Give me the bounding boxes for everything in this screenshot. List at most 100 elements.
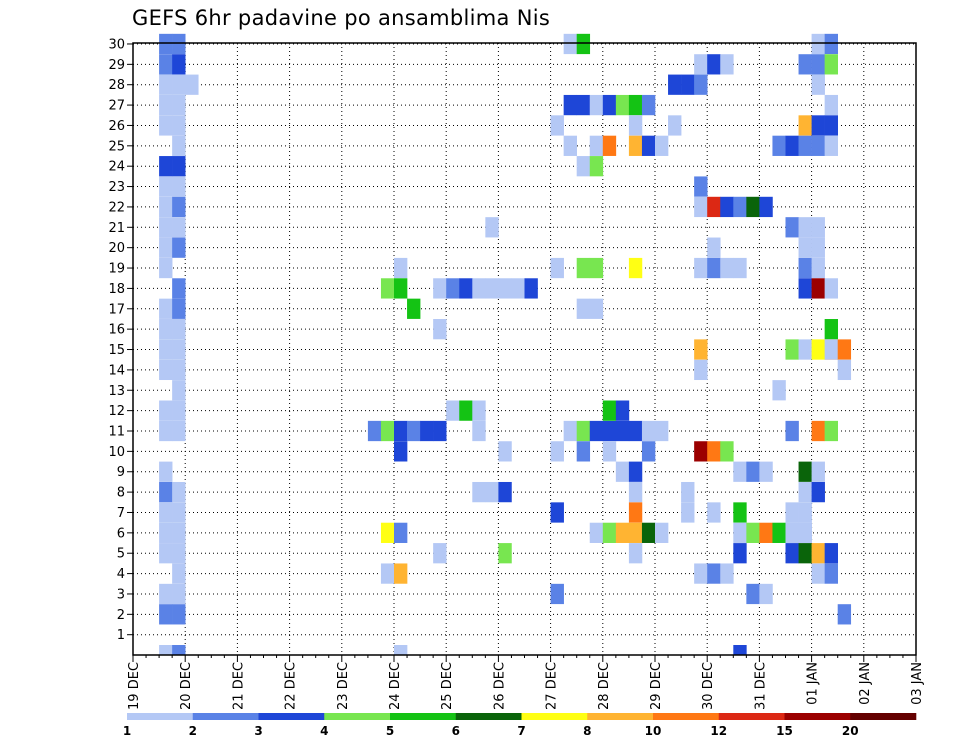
y-tick-label: 24 [108,160,125,175]
colorbar-label: 1 [123,724,131,738]
heatmap-cell [615,94,630,116]
heatmap-cell [720,54,734,75]
heatmap-cell [602,94,617,116]
heatmap-cell [615,400,630,421]
x-tick-label: 22 DEC [284,662,299,710]
heatmap-cell [798,115,812,136]
y-tick-label: 1 [117,628,125,643]
heatmap-cell [159,543,173,564]
heatmap-cell [185,74,199,95]
heatmap-cell [641,522,656,543]
heatmap-cell [746,583,760,605]
x-tick-label: 03 JAN [910,662,925,705]
heatmap-cell [824,319,838,340]
heatmap-cell [159,74,173,95]
heatmap-cell [655,135,669,156]
heatmap-cell [159,420,173,442]
heatmap-cell [785,339,799,360]
heatmap-cell [798,543,812,564]
heatmap-cell [576,33,591,55]
heatmap-cell [550,257,564,279]
heatmap-cell [628,257,643,279]
heatmap-cell [798,257,812,279]
heatmap-cell [759,583,773,605]
heatmap-cell [785,522,799,543]
y-tick-label: 18 [108,282,125,297]
heatmap-cell [707,257,721,279]
heatmap-cell [628,420,643,442]
heatmap-cell [824,543,838,564]
heatmap-cell [172,217,186,238]
heatmap-cell [733,522,747,543]
heatmap-cell [694,339,708,360]
heatmap-cell [172,522,186,543]
heatmap-cell [394,522,408,543]
y-tick-label: 2 [117,608,125,623]
heatmap-cell [172,94,186,116]
heatmap-cell [694,74,708,95]
heatmap-cell [824,33,838,55]
heatmap-cell [498,278,512,299]
heatmap-cell [159,54,173,75]
x-tick-label: 21 DEC [231,662,246,710]
heatmap-cell [472,481,486,503]
heatmap-cell [694,176,708,197]
heatmap-cell [159,583,173,605]
heatmap-cell [641,441,656,462]
heatmap-cell [824,54,838,75]
heatmap-cell [655,420,669,442]
heatmap-cell [159,257,173,279]
y-tick-label: 21 [108,221,125,236]
heatmap-cell [485,278,499,299]
heatmap-cell [511,278,525,299]
heatmap-cell [459,400,473,421]
y-tick-label: 7 [117,506,125,521]
heatmap-cell [159,481,173,503]
heatmap-cell [172,359,186,381]
heatmap-cell [798,54,812,75]
heatmap-cell [159,298,173,319]
heatmap-cell [563,420,577,442]
colorbar-swatch [850,713,917,720]
heatmap-cell [172,54,186,75]
heatmap-cell [550,502,564,523]
colorbar-label: 8 [583,724,591,738]
heatmap-cell [172,543,186,564]
heatmap-cell [172,33,186,55]
heatmap-cell [420,420,434,442]
colorbar-swatch [258,713,325,720]
heatmap-cell [811,33,825,55]
colorbar-swatch [192,713,259,720]
heatmap-cell [576,298,591,319]
y-tick-label: 26 [108,119,125,134]
heatmap-cell [602,400,617,421]
heatmap-cell [707,502,721,523]
heatmap-cell [746,461,760,482]
heatmap-cell [837,604,852,625]
heatmap-cell [433,543,447,564]
heatmap-cell [563,94,577,116]
heatmap-cell [720,441,734,462]
heatmap-cell [172,339,186,360]
heatmap-cell [172,196,186,218]
heatmap-cell [824,339,838,360]
heatmap-cell [172,645,186,655]
heatmap-cell [159,502,173,523]
heatmap-cell [811,339,825,360]
colorbar-swatch [455,713,522,720]
heatmap-cell [628,502,643,523]
heatmap-cell [798,481,812,503]
x-tick-label: 26 DEC [492,662,507,710]
heatmap-cell [563,33,577,55]
y-tick-label: 19 [108,262,125,277]
y-tick-label: 23 [108,180,125,195]
heatmap-cell [785,502,799,523]
heatmap-cell [746,196,760,218]
heatmap-cell [498,481,512,503]
colorbar-swatch [718,713,785,720]
heatmap-cell [824,135,838,156]
colorbar-swatch [390,713,457,720]
heatmap-cell [811,74,825,95]
heatmap-cell [172,278,186,299]
heatmap-cell [628,481,643,503]
